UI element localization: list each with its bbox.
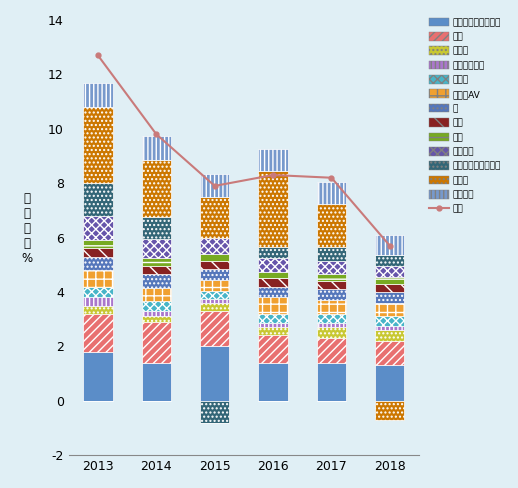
Bar: [317, 300, 346, 314]
Bar: [258, 323, 287, 327]
Bar: [142, 239, 171, 258]
Y-axis label: 前
年
比
、
%: 前 年 比 、 %: [21, 192, 32, 265]
Bar: [83, 297, 112, 305]
Bar: [200, 174, 229, 197]
Bar: [375, 255, 405, 266]
Bar: [142, 363, 171, 401]
Bar: [83, 107, 112, 183]
Bar: [83, 257, 112, 270]
Bar: [258, 314, 287, 323]
Bar: [83, 352, 112, 401]
Bar: [317, 203, 346, 247]
Bar: [200, 197, 229, 238]
Bar: [142, 288, 171, 302]
Bar: [200, 269, 229, 280]
Bar: [375, 284, 405, 292]
Bar: [317, 363, 346, 401]
Bar: [258, 335, 287, 363]
Bar: [83, 314, 112, 352]
Bar: [200, 254, 229, 261]
Bar: [142, 258, 171, 266]
Bar: [83, 270, 112, 286]
Bar: [375, 316, 405, 326]
Bar: [317, 274, 346, 281]
Bar: [142, 311, 171, 316]
Bar: [317, 323, 346, 327]
Bar: [142, 136, 171, 160]
Bar: [142, 302, 171, 311]
Bar: [375, 277, 405, 284]
Bar: [83, 82, 112, 107]
Bar: [375, 303, 405, 316]
Bar: [258, 149, 287, 171]
Bar: [258, 327, 287, 335]
Bar: [142, 316, 171, 322]
Bar: [142, 217, 171, 239]
Bar: [375, 292, 405, 303]
Bar: [317, 314, 346, 323]
Bar: [375, 330, 405, 341]
Bar: [142, 266, 171, 274]
Bar: [258, 247, 287, 258]
Bar: [83, 286, 112, 297]
Bar: [142, 274, 171, 288]
Bar: [200, 290, 229, 299]
Bar: [258, 258, 287, 271]
Bar: [83, 305, 112, 314]
Bar: [200, 401, 229, 423]
Bar: [317, 338, 346, 363]
Bar: [200, 303, 229, 311]
Bar: [317, 289, 346, 300]
Bar: [200, 238, 229, 254]
Bar: [317, 247, 346, 261]
Bar: [142, 160, 171, 217]
Bar: [375, 235, 405, 255]
Bar: [258, 278, 287, 286]
Bar: [317, 182, 346, 203]
Bar: [317, 327, 346, 338]
Bar: [258, 286, 287, 297]
Bar: [83, 216, 112, 240]
Bar: [200, 261, 229, 269]
Bar: [375, 401, 405, 420]
Bar: [258, 363, 287, 401]
Bar: [258, 171, 287, 247]
Bar: [83, 183, 112, 216]
Bar: [317, 261, 346, 274]
Bar: [83, 248, 112, 257]
Bar: [258, 297, 287, 314]
Bar: [317, 281, 346, 289]
Bar: [200, 280, 229, 290]
Bar: [375, 326, 405, 330]
Bar: [375, 341, 405, 366]
Bar: [142, 322, 171, 363]
Bar: [258, 271, 287, 278]
Legend: 食品、飲料、タバコ, 衣料, 化粧品, アクセサリー, 日用品, 家電・AV, 薬, 文具, 家具, 通信機器, 石油およびその製品, 自動車, 建築材料, 合: 食品、飲料、タバコ, 衣料, 化粧品, アクセサリー, 日用品, 家電・AV, …: [427, 16, 502, 216]
Bar: [375, 266, 405, 277]
Bar: [200, 311, 229, 346]
Bar: [83, 240, 112, 248]
Bar: [200, 346, 229, 401]
Bar: [200, 299, 229, 303]
Bar: [375, 366, 405, 401]
